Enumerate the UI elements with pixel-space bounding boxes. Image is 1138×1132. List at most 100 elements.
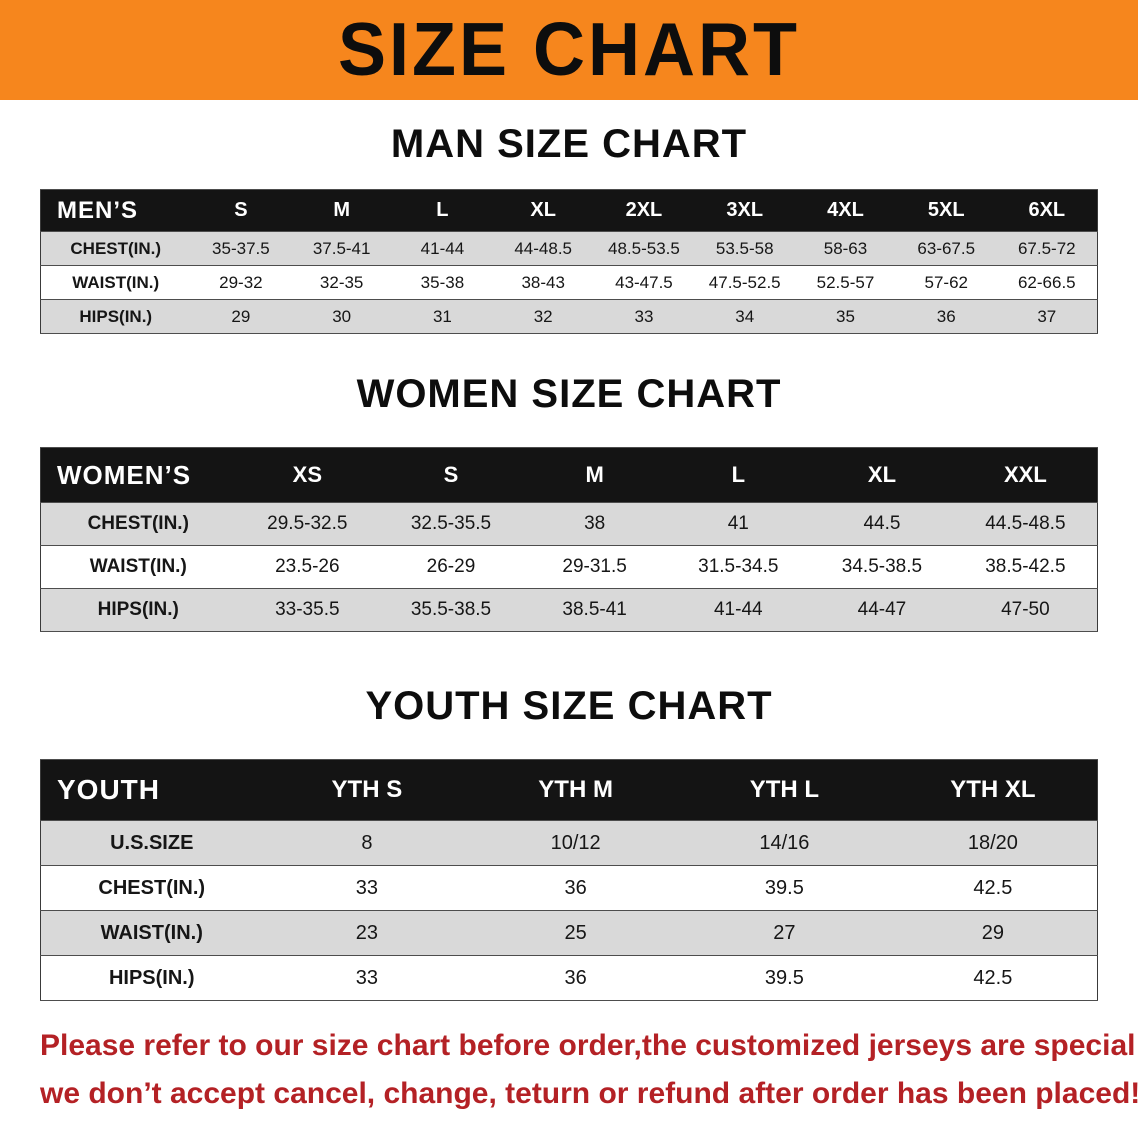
size-value: 34 — [694, 299, 796, 334]
table-corner-label: WOMEN’S — [40, 447, 236, 503]
size-value: 36 — [471, 955, 680, 1001]
table-corner-label: MEN’S — [40, 189, 191, 232]
size-column-header: YTH XL — [888, 759, 1098, 821]
size-column-header: YTH M — [471, 759, 680, 821]
size-value: 38-43 — [492, 265, 594, 300]
table-row: WAIST(IN.) 23.5-26 26-29 29-31.5 31.5-34.5 34… — [40, 545, 1098, 589]
size-value: 18/20 — [888, 820, 1098, 866]
size-value: 29 — [888, 910, 1098, 956]
size-value: 41 — [666, 502, 811, 546]
size-column-header: M — [522, 447, 667, 503]
row-label: HIPS(IN.) — [40, 299, 191, 334]
size-column-header: L — [666, 447, 811, 503]
table-row: CHEST(IN.) 35-37.5 37.5-41 41-44 44-48.5 48.5… — [40, 231, 1098, 266]
row-label: WAIST(IN.) — [40, 265, 191, 300]
size-column-header: S — [379, 447, 523, 503]
size-value: 31.5-34.5 — [666, 545, 811, 589]
table-row: HIPS(IN.) 33-35.5 35.5-38.5 38.5-41 41-44 44-… — [40, 588, 1098, 632]
size-value: 42.5 — [888, 865, 1098, 911]
table-header-row: YOUTH YTH S YTH M YTH L YTH XL — [40, 759, 1098, 821]
size-value: 38 — [522, 502, 667, 546]
row-label: U.S.SIZE — [40, 820, 263, 866]
table-row: CHEST(IN.) 29.5-32.5 32.5-35.5 38 41 44.5 44.5… — [40, 502, 1098, 546]
footer-line-1: Please refer to our size chart before or… — [40, 1029, 1138, 1062]
size-value: 32-35 — [291, 265, 393, 300]
size-value: 14/16 — [680, 820, 889, 866]
size-column-header: XL — [810, 447, 954, 503]
size-value: 23.5-26 — [235, 545, 380, 589]
footer-line-2: we don’t accept cancel, change, teturn o… — [40, 1076, 1138, 1110]
size-value: 44-47 — [810, 588, 954, 632]
size-value: 38.5-42.5 — [953, 545, 1098, 589]
size-value: 35-38 — [392, 265, 493, 300]
row-label: WAIST(IN.) — [40, 910, 263, 956]
table-row: HIPS(IN.) 29 30 31 32 33 34 35 36 37 — [40, 299, 1098, 334]
youth-size-section: YOUTH SIZE CHART YOUTH YTH S YTH M YTH L YTH… — [0, 684, 1138, 1001]
size-value: 31 — [392, 299, 493, 334]
table-row: U.S.SIZE 8 10/12 14/16 18/20 — [40, 820, 1098, 866]
size-value: 39.5 — [680, 865, 889, 911]
size-value: 63-67.5 — [895, 231, 997, 266]
men-size-table: MEN’S S M L XL 2XL 3XL 4XL 5XL 6XL CHEST(IN.) 35-37… — [40, 189, 1098, 334]
size-value: 44.5-48.5 — [953, 502, 1098, 546]
size-column-header: YTH S — [262, 759, 472, 821]
size-column-header: YTH L — [680, 759, 889, 821]
size-column-header: M — [291, 189, 393, 232]
size-value: 32.5-35.5 — [379, 502, 523, 546]
size-column-header: XS — [235, 447, 380, 503]
size-value: 36 — [895, 299, 997, 334]
size-column-header: L — [392, 189, 493, 232]
size-value: 8 — [262, 820, 472, 866]
size-value: 30 — [291, 299, 393, 334]
women-section-heading: WOMEN SIZE CHART — [356, 372, 782, 416]
size-value: 47-50 — [953, 588, 1098, 632]
size-value: 57-62 — [895, 265, 997, 300]
size-value: 29 — [190, 299, 292, 334]
men-section-heading: MAN SIZE CHART — [390, 122, 748, 166]
table-header-row: MEN’S S M L XL 2XL 3XL 4XL 5XL 6XL — [40, 189, 1098, 232]
size-value: 58-63 — [795, 231, 896, 266]
row-label: CHEST(IN.) — [40, 231, 191, 266]
table-row: WAIST(IN.) 23 25 27 29 — [40, 910, 1098, 956]
size-value: 33 — [262, 865, 472, 911]
row-label: CHEST(IN.) — [40, 502, 236, 546]
size-value: 53.5-58 — [694, 231, 796, 266]
size-column-header: 5XL — [895, 189, 997, 232]
size-value: 26-29 — [379, 545, 523, 589]
size-value: 33-35.5 — [235, 588, 380, 632]
footer-note: Please refer to our size chart before or… — [40, 1027, 1138, 1112]
size-value: 47.5-52.5 — [694, 265, 796, 300]
size-value: 29-32 — [190, 265, 292, 300]
size-value: 34.5-38.5 — [810, 545, 954, 589]
youth-section-heading: YOUTH SIZE CHART — [365, 684, 773, 728]
size-column-header: 4XL — [795, 189, 896, 232]
size-value: 29.5-32.5 — [235, 502, 380, 546]
row-label: CHEST(IN.) — [40, 865, 263, 911]
size-value: 62-66.5 — [996, 265, 1098, 300]
table-row: WAIST(IN.) 29-32 32-35 35-38 38-43 43-47.5 47.… — [40, 265, 1098, 300]
size-value: 10/12 — [471, 820, 680, 866]
size-value: 25 — [471, 910, 680, 956]
size-column-header: 2XL — [593, 189, 695, 232]
size-value: 39.5 — [680, 955, 889, 1001]
size-value: 38.5-41 — [522, 588, 667, 632]
size-value: 44-48.5 — [492, 231, 594, 266]
size-value: 27 — [680, 910, 889, 956]
size-value: 29-31.5 — [522, 545, 667, 589]
youth-size-table: YOUTH YTH S YTH M YTH L YTH XL U.S.SIZE 8 10/12… — [40, 759, 1098, 1001]
size-value: 41-44 — [392, 231, 493, 266]
size-value: 37 — [996, 299, 1098, 334]
size-value: 33 — [593, 299, 695, 334]
size-value: 23 — [262, 910, 472, 956]
table-corner-label: YOUTH — [40, 759, 263, 821]
size-value: 48.5-53.5 — [593, 231, 695, 266]
size-value: 43-47.5 — [593, 265, 695, 300]
row-label: HIPS(IN.) — [40, 588, 236, 632]
size-value: 44.5 — [810, 502, 954, 546]
table-header-row: WOMEN’S XS S M L XL XXL — [40, 447, 1098, 503]
size-value: 67.5-72 — [996, 231, 1098, 266]
size-column-header: S — [190, 189, 292, 232]
table-row: HIPS(IN.) 33 36 39.5 42.5 — [40, 955, 1098, 1001]
row-label: HIPS(IN.) — [40, 955, 263, 1001]
